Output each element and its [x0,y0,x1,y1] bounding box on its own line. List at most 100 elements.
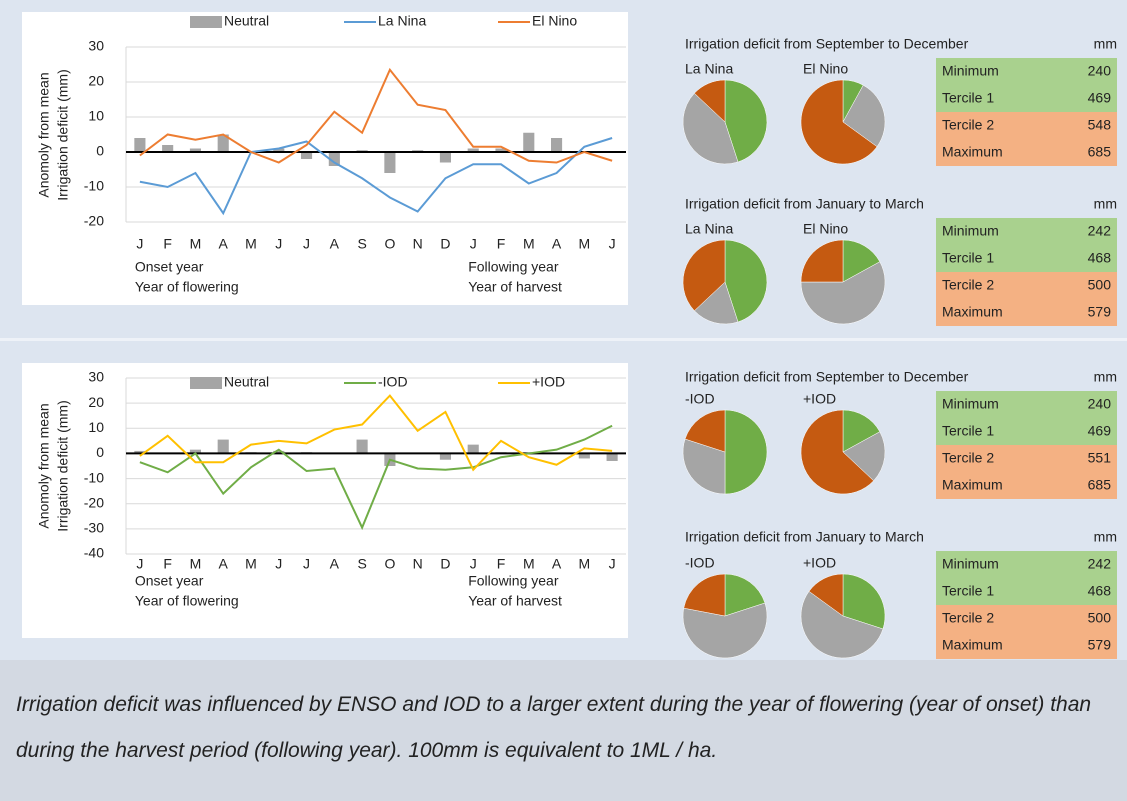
table-label: Maximum [942,304,1003,320]
table-value: 468 [1088,250,1112,266]
line [139,394,613,472]
bar [217,439,229,454]
table-value: 242 [1088,556,1112,572]
x-tick-label: F [497,236,506,252]
y-tick-label: -10 [84,178,104,194]
x-tick-label: S [357,556,366,572]
y-tick-label: 30 [88,38,104,54]
pie-slice [842,409,881,453]
pie-title: -IOD [685,555,715,571]
table-row [936,299,1117,326]
bar [301,152,313,159]
x-tick-label: N [413,556,423,572]
bar [134,450,146,454]
table-value: 469 [1088,423,1112,439]
x-tick-label: F [163,236,172,252]
x-tick-label: D [440,236,450,252]
table-label: Tercile 2 [942,277,994,293]
y-tick-label: 0 [96,444,104,460]
x-tick-label: M [245,556,257,572]
x-tick-label: D [440,556,450,572]
pie-slice [724,409,768,495]
table-label: Maximum [942,477,1003,493]
table-value: 685 [1088,144,1112,160]
bar [439,453,451,460]
legend-label: La Nina [378,13,426,29]
table-value: 551 [1088,450,1112,466]
period-label: Year of flowering [135,593,239,609]
pie-slice [682,239,726,312]
table-label: Maximum [942,637,1003,653]
table-row [936,85,1117,112]
table-unit: mm [1094,196,1117,212]
table-label: Tercile 2 [942,117,994,133]
x-tick-label: J [609,236,616,252]
pie-slice [842,239,881,283]
period-label: Onset year [135,573,204,589]
period-label: Year of harvest [468,593,562,609]
y-tick-label: 20 [88,394,104,410]
table-value: 242 [1088,223,1112,239]
table-value: 468 [1088,583,1112,599]
x-tick-label: J [609,556,616,572]
table-label: Minimum [942,223,999,239]
table-row [936,418,1117,445]
table-label: Minimum [942,63,999,79]
table-value: 548 [1088,117,1112,133]
table-label: Tercile 1 [942,423,994,439]
x-tick-label: M [245,236,257,252]
bar [162,145,174,152]
x-tick-label: M [578,556,590,572]
pie-title: +IOD [803,391,836,407]
table-label: Minimum [942,556,999,572]
x-tick-label: O [384,556,395,572]
table-label: Tercile 2 [942,610,994,626]
x-tick-label: M [523,236,535,252]
x-tick-label: S [357,236,366,252]
legend-label: Neutral [224,13,269,29]
table-label: Tercile 1 [942,583,994,599]
table-row [936,391,1117,418]
legend-label: -IOD [378,374,408,390]
separator [0,338,1127,341]
table-value: 240 [1088,63,1112,79]
pie-title: +IOD [803,555,836,571]
x-tick-label: A [552,236,562,252]
x-tick-label: F [163,556,172,572]
table-row [936,218,1117,245]
table-row [936,632,1117,659]
bar [384,152,396,173]
legend-label: +IOD [532,374,565,390]
pie-slice [724,573,766,617]
pie-slice [800,590,884,659]
bar [217,134,229,152]
x-tick-label: O [384,236,395,252]
pie-slice [842,84,886,148]
table-unit: mm [1094,369,1117,385]
table-value: 500 [1088,610,1112,626]
x-tick-label: M [578,236,590,252]
table-value: 685 [1088,477,1112,493]
y-tick-label: 30 [88,369,104,385]
bar [439,152,451,163]
pie-title: -IOD [685,391,715,407]
x-tick-label: M [523,556,535,572]
table-row [936,445,1117,472]
pie-title: La Nina [685,221,733,237]
table-row [936,551,1117,578]
table-row [936,578,1117,605]
table-value: 579 [1088,304,1112,320]
y-tick-label: -20 [84,494,104,510]
x-tick-label: A [219,556,229,572]
pie-slice [842,431,886,482]
period-label: Following year [468,259,559,275]
table-unit: mm [1094,36,1117,52]
x-tick-label: J [136,236,143,252]
pie-slice [694,79,726,123]
pie-slice [682,438,726,495]
x-tick-label: F [497,556,506,572]
table-title: Irrigation deficit from September to Dec… [685,36,969,52]
x-tick-label: J [303,236,310,252]
